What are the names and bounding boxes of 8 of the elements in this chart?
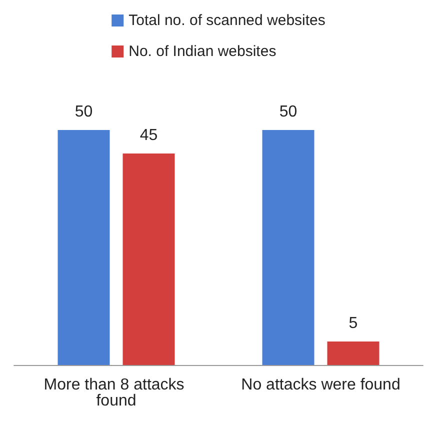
legend-label: Total no. of scanned websites xyxy=(128,12,326,29)
data-label: 50 xyxy=(74,104,93,120)
legend-label: No. of Indian websites xyxy=(128,43,276,60)
data-label: 50 xyxy=(279,104,298,120)
data-label: 45 xyxy=(140,127,158,144)
x-tick-label: No attacks were found xyxy=(241,376,400,394)
data-label: 5 xyxy=(348,315,358,332)
x-tick-label: More than 8 attacks found xyxy=(44,376,189,410)
